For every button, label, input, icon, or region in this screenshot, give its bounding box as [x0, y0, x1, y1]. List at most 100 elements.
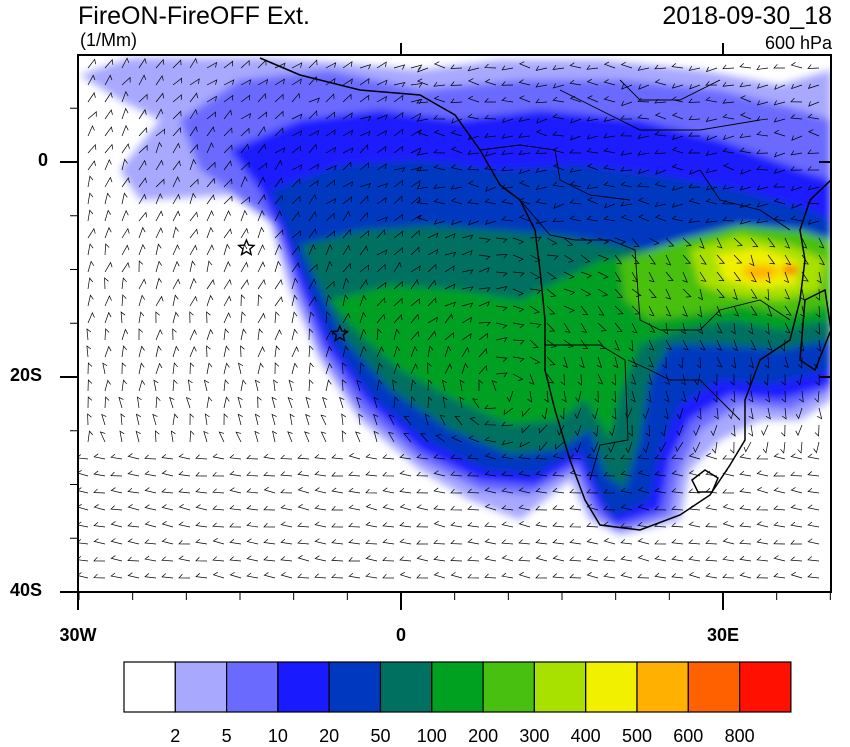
wind-barb: [478, 254, 491, 261]
wind-barb: [722, 98, 735, 104]
wind-barb: [195, 471, 208, 477]
wind-barb: [223, 60, 234, 69]
wind-barb: [376, 145, 387, 154]
units-label: (1/Mm): [80, 30, 137, 50]
wind-barb: [376, 313, 386, 324]
wind-barb: [240, 279, 249, 290]
wind-barb: [739, 82, 752, 88]
wind-barb: [172, 311, 179, 324]
wind-barb: [698, 322, 704, 335]
wind-barb: [229, 505, 242, 511]
wind-barb: [403, 433, 412, 443]
wind-barb: [291, 164, 303, 171]
wind-barb: [529, 288, 542, 294]
wind-barb: [485, 186, 497, 192]
wind-barb: [178, 555, 191, 562]
wind-barb: [535, 65, 548, 71]
wind-barb: [178, 453, 191, 460]
wind-barb: [376, 379, 383, 392]
wind-barb: [104, 109, 113, 120]
wind-barb: [807, 166, 820, 171]
wind-barb: [756, 521, 769, 528]
wind-barb: [101, 413, 107, 426]
wind-barb: [136, 396, 142, 409]
wind-barb: [748, 356, 754, 369]
wind-barb: [662, 356, 667, 369]
wind-barb: [603, 505, 616, 511]
wind-barb: [654, 112, 667, 120]
wind-barb: [756, 100, 769, 106]
wind-barb: [172, 94, 182, 103]
wind-barb: [297, 573, 310, 579]
wind-barb: [478, 321, 491, 327]
wind-barb: [688, 571, 701, 579]
wind-barb: [172, 260, 180, 273]
station-markers: [237, 238, 350, 342]
wind-barb: [512, 305, 525, 313]
wind-barb: [325, 294, 332, 307]
wind-barb: [121, 227, 130, 239]
wind-barb: [603, 61, 616, 69]
wind-barb: [206, 260, 213, 273]
wind-barb: [637, 538, 650, 545]
wind-barb: [223, 228, 232, 239]
wind-barb: [169, 396, 175, 409]
wind-barb: [155, 92, 165, 103]
wind-barb: [342, 112, 353, 120]
wind-barb: [818, 254, 825, 266]
wind-barb: [229, 571, 242, 579]
wind-barb: [569, 573, 582, 579]
wind-barb: [274, 278, 283, 290]
wind-barb: [790, 185, 803, 191]
wind-barb: [472, 398, 480, 409]
wind-barb: [519, 441, 531, 448]
wind-barb: [305, 396, 311, 409]
wind-barb: [416, 555, 429, 562]
wind-barb: [596, 356, 603, 369]
wind-barb: [441, 379, 447, 392]
wind-barb: [733, 237, 743, 247]
wind-barb: [807, 538, 820, 545]
wind-barb: [399, 556, 412, 562]
wind-barb: [308, 180, 319, 188]
wind-barb: [257, 261, 266, 273]
wind-barb: [620, 201, 633, 207]
wind-barb: [274, 93, 284, 103]
wind-barb: [586, 555, 599, 562]
wind-barb: [138, 74, 147, 86]
wind-barb: [291, 346, 299, 358]
wind-barb: [416, 184, 429, 190]
wind-barb: [203, 430, 209, 443]
wind-barb: [212, 538, 225, 545]
wind-barb: [574, 441, 582, 454]
wind-barb: [705, 81, 718, 86]
wind-barb: [392, 379, 397, 392]
wind-barb: [535, 539, 548, 545]
wind-barb: [799, 288, 805, 301]
wind-barb: [382, 556, 395, 562]
wind-barb: [795, 407, 803, 420]
wind-barb: [750, 305, 758, 316]
wind-barb: [518, 150, 531, 155]
wind-barb: [682, 271, 688, 283]
wind-barb: [161, 454, 174, 460]
wind-barb: [637, 150, 650, 156]
wind-barb: [722, 488, 735, 494]
wind-barb: [427, 263, 437, 273]
wind-barb: [433, 148, 446, 154]
wind-barb: [376, 216, 388, 222]
wind-barb: [620, 539, 633, 545]
wind-barb: [308, 244, 316, 256]
wind-barb: [799, 305, 805, 318]
wind-barb: [382, 454, 395, 460]
wind-barb: [484, 404, 497, 410]
wind-barb: [223, 345, 230, 358]
wind-barb: [580, 305, 589, 316]
wind-barb: [580, 288, 592, 297]
wind-barb: [263, 486, 276, 494]
wind-barb: [620, 115, 633, 120]
wind-barb: [705, 150, 718, 156]
wind-barb: [586, 147, 599, 154]
wind-barb: [671, 185, 684, 191]
